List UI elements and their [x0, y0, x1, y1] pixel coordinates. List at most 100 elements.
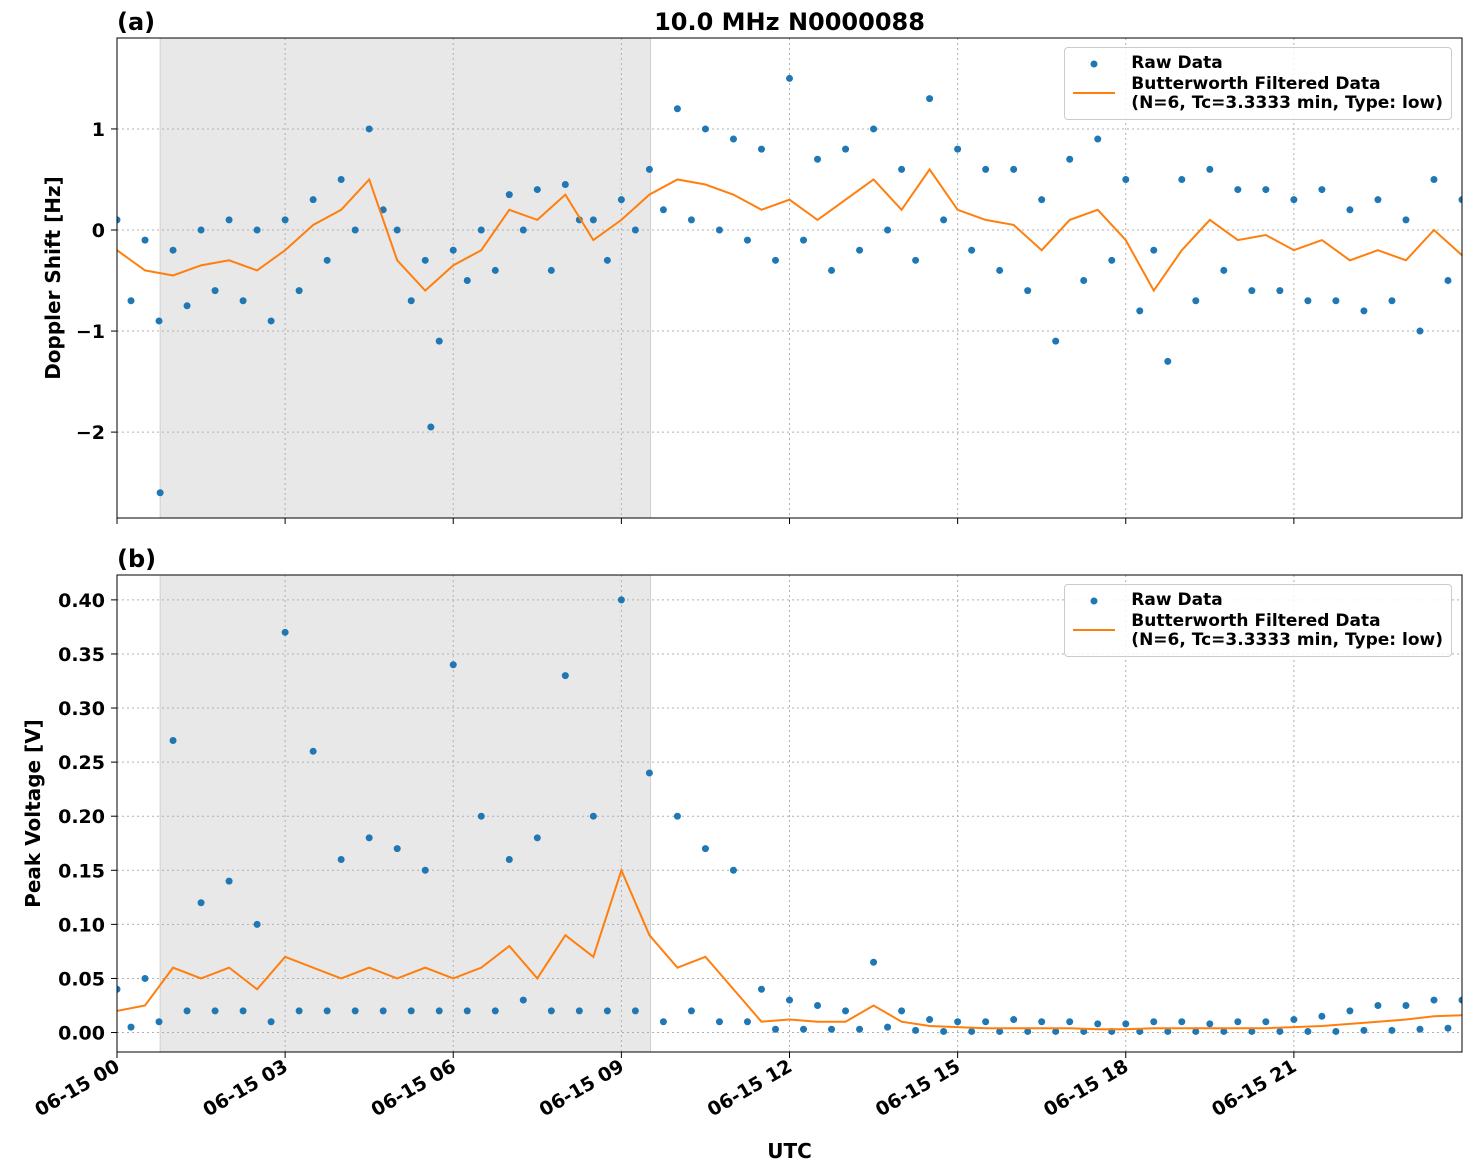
raw-point [1388, 297, 1396, 305]
y-tick-label: 0.10 [58, 914, 105, 936]
raw-point [575, 1007, 583, 1015]
raw-point [996, 1027, 1004, 1035]
raw-point [617, 196, 625, 204]
raw-point [1066, 1018, 1074, 1026]
raw-point [940, 1027, 948, 1035]
raw-point [828, 266, 836, 274]
x-tick-label: 06-15 12 [704, 1055, 796, 1121]
raw-point [659, 206, 667, 214]
legend-label: Raw Data [1131, 53, 1223, 73]
raw-point [1262, 186, 1270, 194]
raw-point [379, 206, 387, 214]
x-tick-label: 06-15 00 [31, 1055, 123, 1121]
raw-point [183, 302, 191, 310]
y-tick-label: −2 [76, 422, 105, 444]
raw-point [309, 196, 317, 204]
raw-point [323, 256, 331, 264]
raw-point [1024, 1027, 1032, 1035]
raw-point [533, 834, 541, 842]
raw-point [786, 996, 793, 1004]
raw-point [884, 226, 892, 234]
raw-point [1234, 1018, 1242, 1026]
raw-point [912, 256, 920, 264]
y-tick-label: 0.30 [58, 698, 105, 720]
raw-point [1360, 307, 1368, 315]
shaded-span [159, 574, 652, 1053]
raw-point [1304, 1027, 1312, 1035]
raw-point [561, 672, 569, 680]
raw-point [1332, 297, 1340, 305]
raw-point [659, 1018, 667, 1026]
raw-point [519, 226, 527, 234]
raw-point [547, 1007, 555, 1015]
raw-point [1318, 1012, 1326, 1020]
raw-point [253, 226, 261, 234]
raw-point [687, 216, 695, 224]
raw-point [898, 165, 906, 173]
raw-point [771, 1025, 779, 1033]
raw-point [155, 1018, 163, 1026]
raw-point [645, 165, 653, 173]
y-axis-label: Peak Voltage [V] [21, 719, 45, 908]
raw-point [1192, 1027, 1200, 1035]
raw-point [463, 277, 471, 285]
raw-point [351, 1007, 359, 1015]
raw-point [1444, 1024, 1452, 1032]
legend: Raw Data Butterworth Filtered Data (N=6, … [1064, 47, 1452, 120]
raw-point [1094, 1020, 1102, 1028]
raw-point [1178, 1018, 1186, 1026]
raw-point [1136, 307, 1144, 315]
legend-entry: Raw Data [1073, 591, 1443, 610]
raw-point [729, 866, 737, 874]
raw-point [477, 226, 485, 234]
raw-point [715, 226, 723, 234]
y-tick-label: 0.20 [58, 806, 105, 828]
raw-point [1318, 186, 1326, 194]
y-tick-label: −1 [76, 321, 105, 343]
shaded-span [159, 37, 652, 519]
raw-point [1416, 1025, 1424, 1033]
raw-point [701, 125, 709, 133]
raw-point [1262, 1018, 1270, 1026]
raw-point [127, 297, 135, 305]
raw-point [1010, 1016, 1018, 1024]
legend-key [1073, 92, 1116, 94]
raw-point [1402, 216, 1410, 224]
raw-point [117, 216, 121, 224]
raw-point [617, 596, 625, 604]
raw-point [211, 287, 219, 295]
raw-point [156, 489, 164, 497]
raw-point [884, 1023, 892, 1031]
raw-point [1304, 297, 1312, 305]
panel-label: (b) [117, 545, 156, 573]
raw-point [1164, 1027, 1172, 1035]
raw-point [141, 236, 149, 244]
raw-point [715, 1018, 723, 1026]
raw-point [856, 1025, 864, 1033]
raw-point [547, 266, 555, 274]
raw-point [800, 236, 808, 244]
raw-point [1052, 1027, 1060, 1035]
raw-point [828, 1025, 836, 1033]
legend-entry: Butterworth Filtered Data (N=6, Tc=3.333… [1073, 612, 1443, 650]
raw-point [365, 834, 373, 842]
y-tick-label: 0.35 [58, 644, 105, 666]
raw-point [1150, 246, 1158, 254]
raw-point [295, 287, 303, 295]
raw-point [225, 216, 233, 224]
raw-point [757, 985, 765, 993]
raw-point [1220, 1027, 1228, 1035]
raw-point [673, 105, 681, 113]
x-tick-label: 06-15 15 [872, 1055, 964, 1121]
raw-point [1458, 196, 1462, 204]
raw-point [449, 246, 457, 254]
x-tick-label: 06-15 18 [1040, 1055, 1132, 1121]
raw-point [940, 216, 948, 224]
raw-point [842, 1007, 850, 1015]
raw-point [912, 1026, 920, 1034]
raw-point [701, 845, 709, 853]
raw-point [169, 246, 177, 254]
raw-point [870, 125, 878, 133]
